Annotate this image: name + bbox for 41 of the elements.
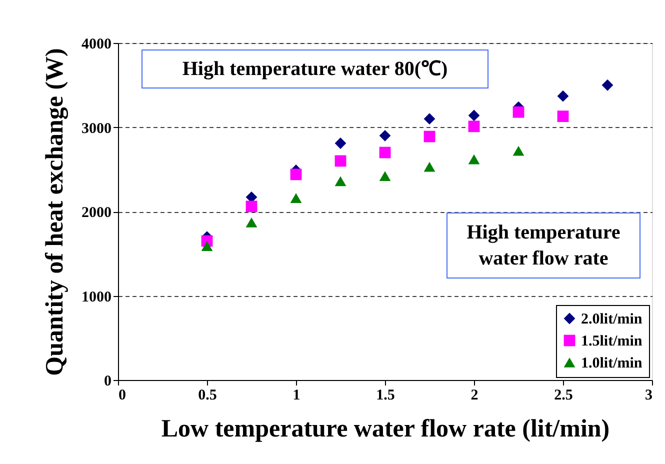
y-axis-title: Quantity of heat exchange (W)	[42, 48, 68, 376]
legend-label: 1.0lit/min	[581, 356, 643, 372]
legend-label: 2.0lit/min	[581, 312, 643, 328]
x-tick-label: 1.5	[376, 388, 395, 404]
point	[468, 120, 480, 132]
y-tick-label: 3000	[82, 120, 112, 137]
annotation: High temperature water flow rate	[466, 222, 620, 270]
point	[602, 79, 614, 91]
point	[424, 130, 436, 142]
point	[557, 90, 569, 102]
y-tick-label: 4000	[82, 36, 112, 52]
point	[334, 138, 346, 149]
point	[379, 130, 391, 142]
x-axis-title: Low temperature water flow rate (lit/min)	[161, 416, 610, 442]
point	[246, 218, 258, 228]
point	[246, 200, 258, 212]
point	[334, 155, 346, 167]
point	[512, 146, 524, 156]
point	[290, 168, 302, 180]
point	[334, 176, 346, 186]
y-tick-label: 2000	[82, 205, 112, 221]
point	[379, 171, 391, 182]
point	[468, 154, 480, 164]
point	[290, 193, 302, 203]
x-tick-label: 1	[292, 388, 300, 404]
point	[424, 162, 436, 172]
y-tick-label: 0	[104, 374, 112, 390]
point	[468, 110, 480, 122]
x-tick-label: 2.5	[554, 388, 573, 404]
legend-label: 1.5lit/min	[581, 334, 643, 350]
point	[424, 113, 436, 125]
x-tick-label: 2	[470, 388, 478, 404]
point	[201, 241, 213, 251]
x-tick-label: 0.5	[198, 388, 217, 404]
y-tick-label: 1000	[82, 289, 112, 306]
point	[379, 146, 391, 158]
point	[557, 110, 569, 122]
x-tick-label: 3	[645, 388, 652, 404]
annotation: High temperature water 80(℃)	[182, 58, 448, 80]
x-tick-label: 0	[118, 388, 126, 404]
point	[512, 106, 524, 118]
